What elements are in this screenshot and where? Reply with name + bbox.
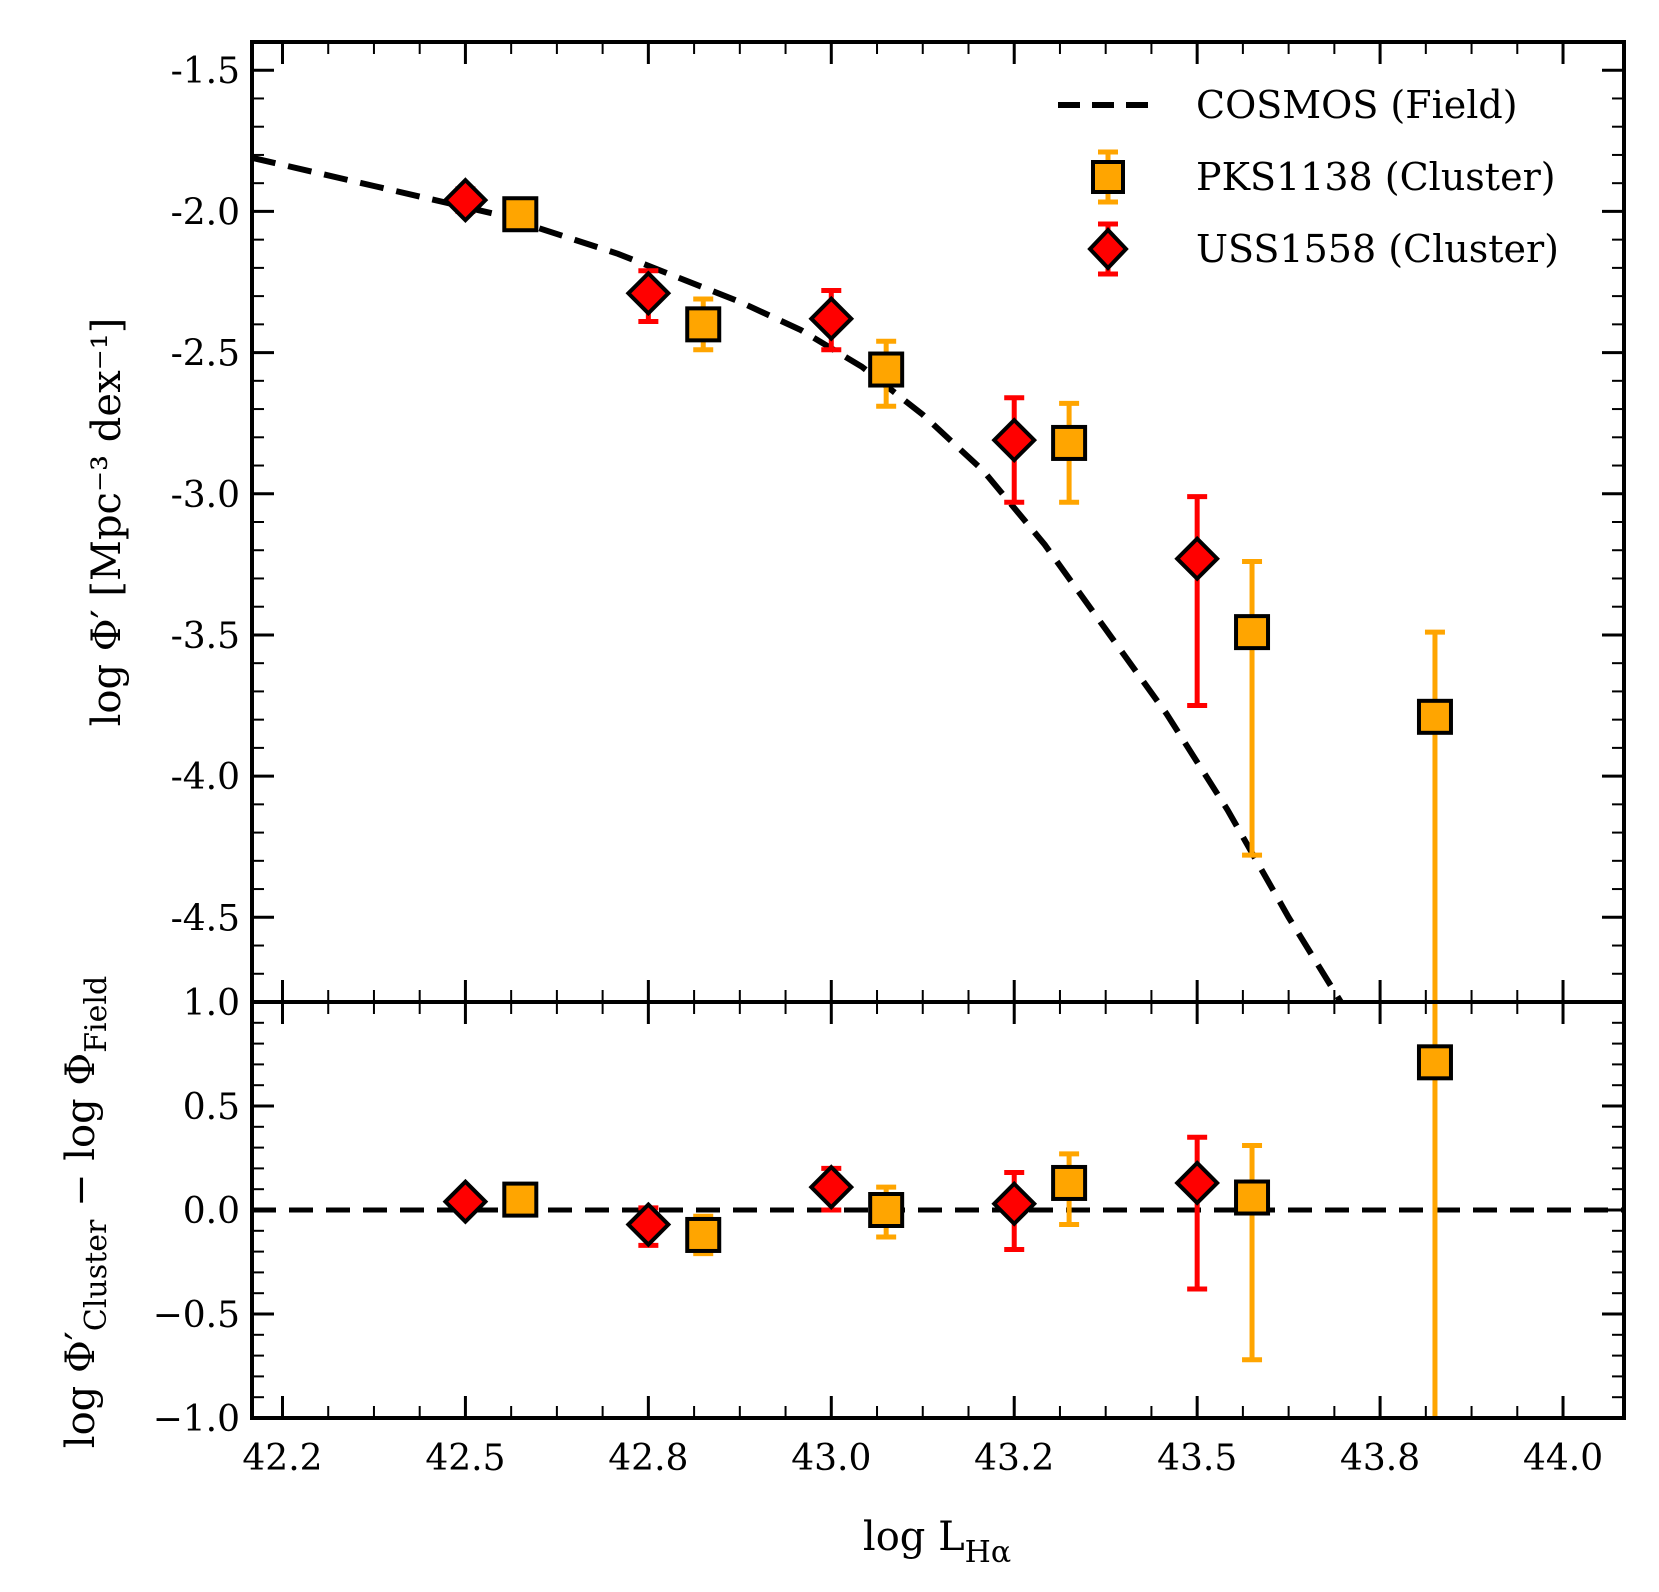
residual-y-tick-label: −1.0 xyxy=(153,1399,240,1440)
main-uss1558-diamond-point xyxy=(991,417,1038,463)
residual-y-tick-label: 1.0 xyxy=(183,983,240,1024)
x-tick-label: 43.8 xyxy=(1340,1438,1420,1479)
residual-pks1138-square-point xyxy=(1416,1044,1453,1081)
x-tick-label: 44.0 xyxy=(1523,1438,1603,1479)
residual-tick-labels: 1.0 0.5 0.0 −0.5 −1.042.2 42.5 42.8 43.0 43.2 43.… xyxy=(153,983,1604,1479)
main-y-tick-label: -1.5 xyxy=(171,51,240,92)
legend-pks-label: PKS1138 (Cluster) xyxy=(1196,155,1556,199)
x-title-main: log L xyxy=(863,1514,965,1560)
main-uss1558-diamond-point xyxy=(442,177,489,223)
main-y-tick-label: -4.0 xyxy=(171,757,240,798)
residual-y-tick-label: 0.5 xyxy=(183,1087,240,1128)
residual-y-title-minus: − log Φ xyxy=(58,1053,104,1220)
main-tick-labels: -1.5 -2.0 -2.5 -3.0 -3.5 -4.0 -4.5 xyxy=(171,51,240,939)
x-axis-title: log LHα xyxy=(863,1514,1011,1570)
main-pks1138-square-point xyxy=(502,196,539,233)
residual-uss1558-diamond-point xyxy=(442,1178,489,1225)
residual-pks1138-square-point xyxy=(502,1181,539,1218)
residual-uss1558-diamond-point xyxy=(1174,1160,1220,1206)
main-pks1138-square-point xyxy=(1416,698,1453,735)
residual-y-title-main: log Φ′ xyxy=(58,1331,104,1448)
x-tick-label: 42.8 xyxy=(608,1438,688,1479)
x-tick-label: 43.2 xyxy=(974,1438,1054,1479)
x-tick-label: 43.5 xyxy=(1157,1438,1237,1479)
main-y-tick-label: -4.5 xyxy=(171,898,240,939)
main-y-tick-label: -3.0 xyxy=(171,475,240,516)
residual-frame xyxy=(250,1000,1626,1420)
main-y-tick-label: -3.5 xyxy=(171,616,240,657)
residual-pks1138-square-point xyxy=(868,1192,905,1228)
main-uss1558-diamond-point xyxy=(625,270,672,317)
main-pks1138-square-point xyxy=(1051,424,1088,461)
residual-uss1558-diamond-point xyxy=(625,1201,672,1248)
cosmos-field-dashed-line xyxy=(252,154,1345,1002)
legend-uss-marker xyxy=(1087,227,1129,271)
main-pks1138-square-point xyxy=(1234,614,1271,651)
x-tick-label: 43.0 xyxy=(791,1438,871,1479)
legend-uss-label: USS1558 (Cluster) xyxy=(1196,227,1559,271)
main-pks1138-square-point xyxy=(685,306,722,343)
residual-pks1138-square-point xyxy=(1234,1179,1271,1216)
x-tick-label: 42.5 xyxy=(425,1438,505,1479)
residual-uss1558-diamond-point xyxy=(991,1180,1038,1227)
main-y-tick-label: -2.5 xyxy=(171,334,240,375)
main-uss1558-diamond-point xyxy=(808,295,855,342)
residual-y-title-sub: Cluster xyxy=(79,1219,114,1331)
x-title-sub: Hα xyxy=(965,1535,1011,1570)
main-pks1138-square-point xyxy=(868,351,905,388)
main-plot-area xyxy=(252,154,1453,1002)
legend-pks-marker xyxy=(1091,160,1125,194)
residual-plot-area xyxy=(252,1002,1624,1418)
main-y-axis-title: log Φ′ [Mpc⁻³ dex⁻¹] xyxy=(84,318,130,727)
legend-cosmos-label: COSMOS (Field) xyxy=(1196,83,1518,127)
main-y-tick-label: -2.0 xyxy=(171,192,240,233)
residual-panel: 1.0 0.5 0.0 −0.5 −1.042.2 42.5 42.8 43.0 43.2 43.… xyxy=(153,983,1624,1479)
residual-y-axis-title: log Φ′Cluster − log ΦField xyxy=(58,976,114,1448)
legend: COSMOS (Field) PKS1138 (Cluster) USS1558… xyxy=(1058,83,1559,277)
main-uss1558-diamond-point xyxy=(1174,535,1220,582)
residual-y-tick-label: −0.5 xyxy=(153,1295,240,1336)
residual-pks1138-square-point xyxy=(685,1216,722,1253)
residual-y-title-sub2: Field xyxy=(79,976,114,1053)
x-tick-label: 42.2 xyxy=(242,1438,322,1479)
residual-pks1138-square-point xyxy=(1051,1164,1088,1201)
residual-y-tick-label: 0.0 xyxy=(183,1191,240,1232)
main-panel: -1.5 -2.0 -2.5 -3.0 -3.5 -4.0 -4.5 xyxy=(171,42,1624,1002)
residual-uss1558-diamond-point xyxy=(808,1164,855,1210)
